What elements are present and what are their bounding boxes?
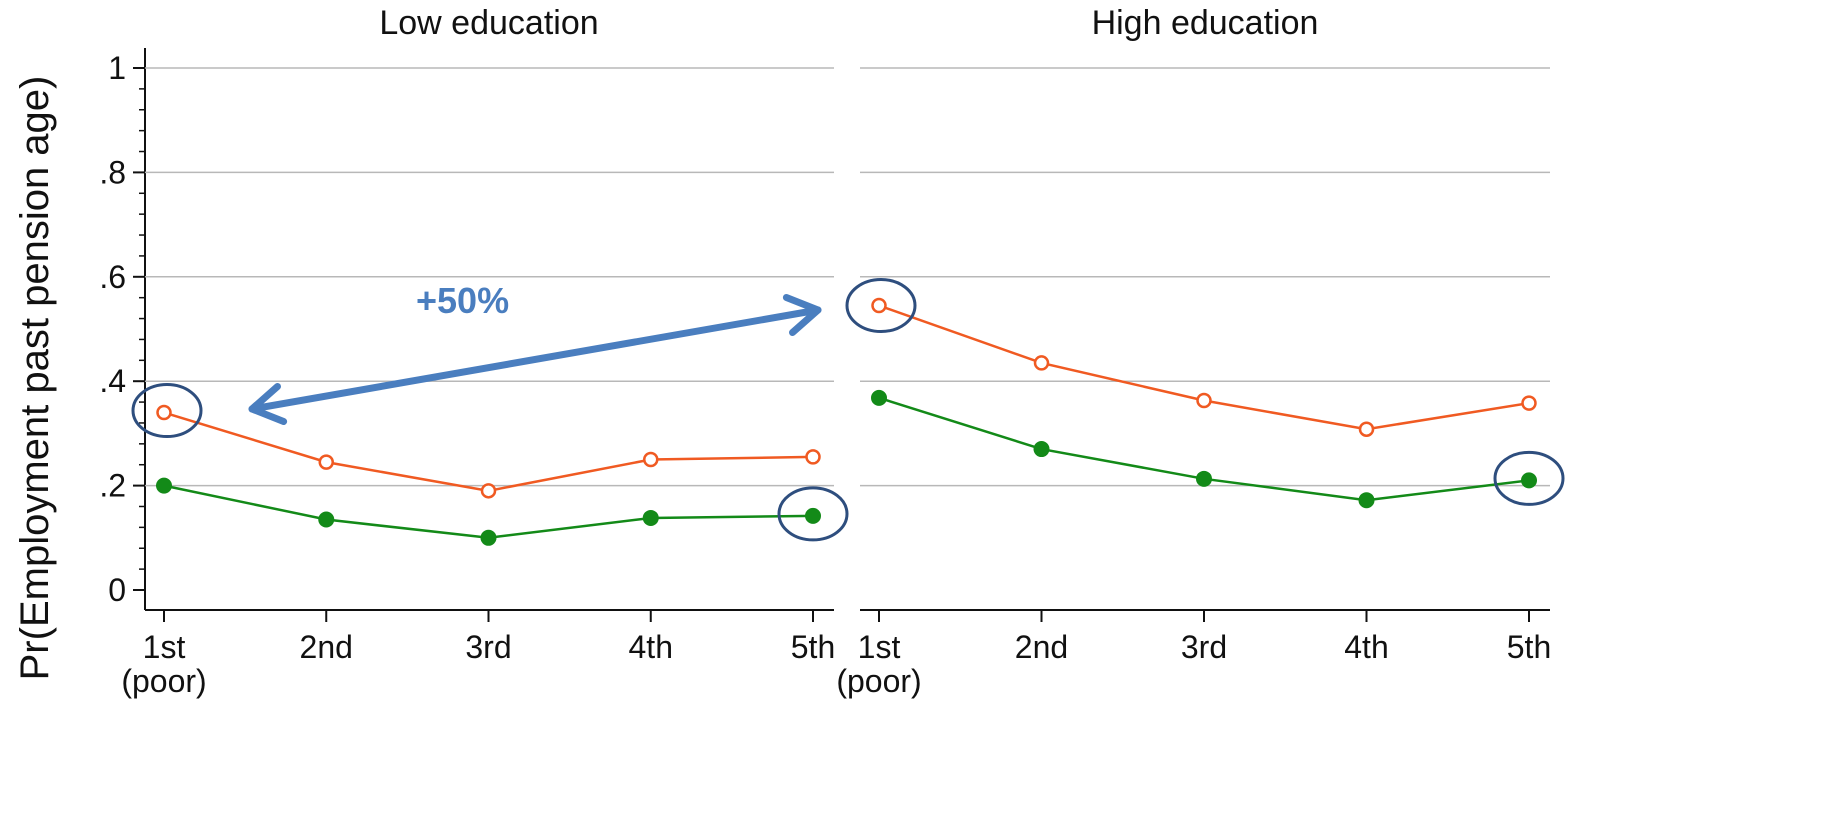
series-line <box>878 304 1530 431</box>
x-tick-label: 2nd <box>300 629 353 665</box>
highlight-ellipse <box>777 486 849 542</box>
annotation-label: +50% <box>416 280 509 321</box>
arrow-head <box>782 293 822 336</box>
y-tick-label: .8 <box>99 154 126 190</box>
data-point <box>1196 470 1212 487</box>
series-line <box>163 411 814 493</box>
panel-title: Low education <box>379 4 598 42</box>
x-tick-label: 5th <box>791 629 835 665</box>
data-point <box>805 507 821 524</box>
data-point <box>805 449 821 465</box>
y-tick-label: 1 <box>108 50 126 86</box>
x-tick-label: 4th <box>629 629 673 665</box>
data-point <box>1358 421 1375 437</box>
data-point <box>1521 395 1537 411</box>
x-tick-label: 4th <box>1344 629 1388 665</box>
x-tick-label: 1st <box>143 629 186 665</box>
x-tick-label: 3rd <box>465 629 511 665</box>
arrow-head <box>248 383 288 426</box>
x-tick-label: 3rd <box>1181 629 1227 665</box>
y-tick-label: 0 <box>108 572 126 608</box>
data-point <box>156 404 172 421</box>
x-tick-label: 2nd <box>1015 629 1068 665</box>
data-point <box>871 297 887 314</box>
y-tick-label: .6 <box>99 259 126 295</box>
x-tick-label: 5th <box>1507 629 1551 665</box>
x-tick-sublabel: (poor) <box>121 663 206 699</box>
data-point <box>1033 441 1050 458</box>
y-axis-label: Pr(Employment past pension age) <box>13 76 57 681</box>
data-point <box>480 529 497 546</box>
data-point <box>1358 492 1375 509</box>
data-point <box>318 454 334 470</box>
highlight-ellipse <box>1493 450 1565 506</box>
comparison-arrow <box>248 306 822 413</box>
data-point <box>1521 472 1537 489</box>
highlight-ellipse <box>845 278 917 334</box>
data-point <box>871 389 887 406</box>
panel-title: High education <box>1092 4 1319 42</box>
data-point <box>156 477 172 494</box>
y-tick-label: .4 <box>99 363 126 399</box>
data-point <box>642 509 659 526</box>
x-tick-sublabel: (poor) <box>836 663 921 699</box>
data-point <box>480 483 497 499</box>
x-tick-label: 1st <box>858 629 901 665</box>
data-point <box>1033 355 1050 371</box>
data-point <box>318 511 335 528</box>
highlight-ellipse <box>131 383 203 439</box>
data-point <box>1196 392 1212 409</box>
data-point <box>643 451 659 468</box>
y-tick-label: .2 <box>99 468 126 504</box>
